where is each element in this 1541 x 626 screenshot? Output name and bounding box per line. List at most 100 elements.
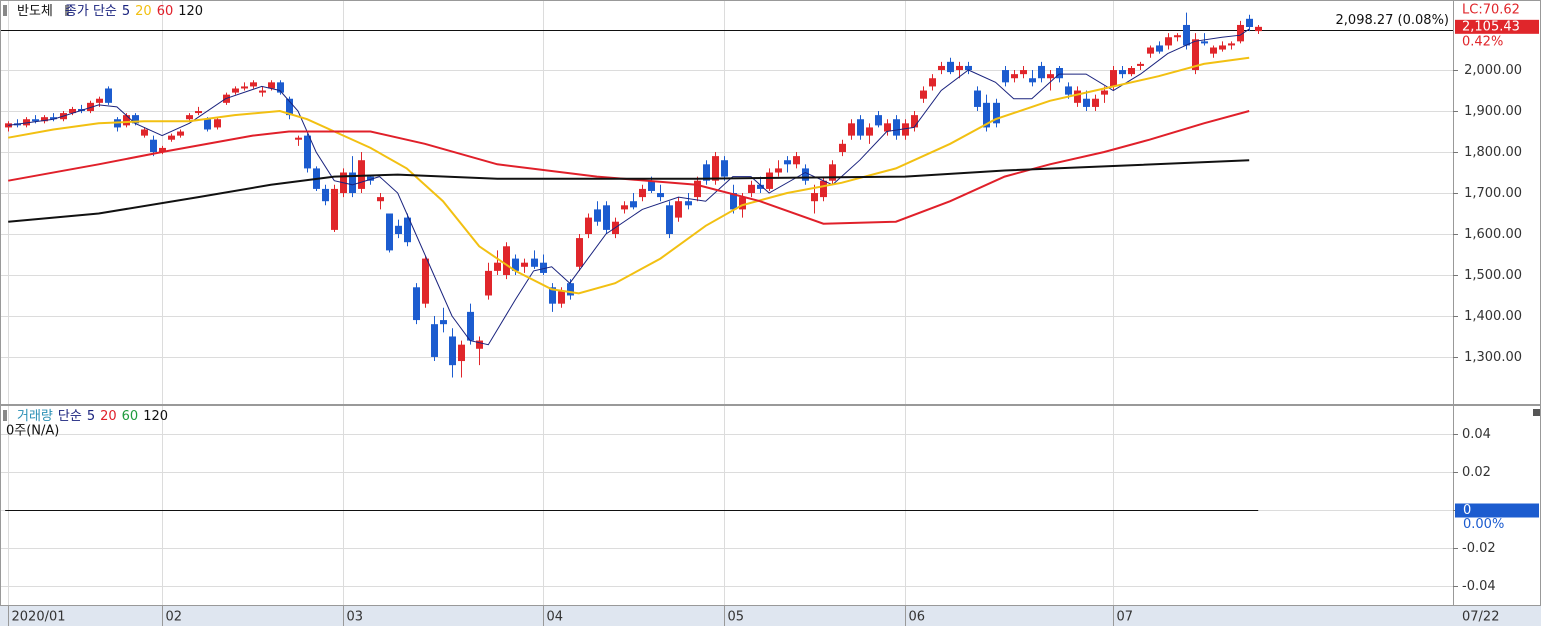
zero-box	[1455, 503, 1539, 518]
change-label: 0.42%	[1462, 34, 1503, 49]
candle-body	[920, 90, 927, 99]
y-tick-label: 1,900.00	[1464, 104, 1522, 119]
candle-body	[1201, 41, 1208, 44]
candle-body	[1219, 45, 1226, 50]
candle-body	[594, 209, 601, 222]
candle-body	[630, 201, 637, 208]
y-tick-label: 1,300.00	[1464, 350, 1522, 365]
candle-body	[694, 180, 701, 198]
y-tick-label: 1,500.00	[1464, 268, 1522, 283]
candle-body	[295, 137, 302, 140]
x-tick-label: 04	[547, 610, 564, 625]
candle-body	[277, 82, 284, 93]
legend: 반도체 종가 단순 5 20 60 120	[17, 4, 203, 19]
candle-body	[947, 61, 954, 73]
candle-body	[23, 119, 30, 126]
candle-body	[648, 180, 655, 191]
candle-body	[132, 115, 139, 124]
candle-body	[621, 205, 628, 210]
candle-body	[857, 119, 864, 136]
candle-body	[657, 193, 664, 198]
candle-body	[893, 119, 900, 136]
candle-body	[168, 135, 175, 140]
candle-body	[123, 115, 130, 126]
candle-body	[449, 336, 456, 366]
candle-body	[386, 213, 393, 251]
last-price-label: 2,105.43	[1462, 19, 1520, 34]
candle-body	[1192, 39, 1199, 71]
candle-body	[540, 262, 547, 273]
y2-tick-label: 0.04	[1462, 427, 1491, 442]
candle-body	[150, 139, 157, 153]
candle-body	[666, 205, 673, 234]
candle-body	[467, 311, 474, 341]
candle-body	[703, 164, 710, 181]
candle-body	[87, 102, 94, 112]
pane-button[interactable]	[1533, 409, 1540, 416]
candle-body	[866, 127, 873, 136]
ma-line	[8, 56, 1250, 295]
candle-body	[639, 188, 646, 198]
candle-body	[1237, 24, 1244, 42]
candle-body	[558, 291, 565, 304]
candle-body	[232, 88, 239, 93]
legend-item: 5	[122, 4, 130, 19]
legend-icon	[65, 5, 69, 16]
candle-body	[1002, 70, 1009, 83]
last-price-box	[1455, 19, 1539, 34]
candle-body	[1065, 86, 1072, 95]
x-tick-label: 07	[1117, 610, 1134, 625]
candle-body	[839, 143, 846, 153]
candle-body	[476, 340, 483, 349]
candle-body	[567, 283, 574, 296]
candle-body	[377, 197, 384, 202]
candle-body	[956, 65, 963, 71]
y2-tick-label: 0.02	[1462, 465, 1491, 480]
candle-body	[811, 193, 818, 202]
candle-body	[757, 184, 764, 189]
candle-body	[884, 123, 891, 132]
legend-item: 120	[178, 4, 203, 19]
candle-body	[1101, 90, 1108, 95]
y-tick-label: 2,000.00	[1464, 63, 1522, 78]
candle-body	[685, 201, 692, 206]
candle-body	[603, 205, 610, 230]
candle-body	[1092, 98, 1099, 107]
candle-body	[186, 115, 193, 120]
candle-body	[1246, 18, 1253, 28]
candle-body	[739, 197, 746, 210]
candle-body	[820, 180, 827, 198]
candle-body	[1165, 37, 1172, 46]
candle-body	[983, 102, 990, 128]
candle-body	[938, 65, 945, 71]
legend-item: 반도체	[17, 4, 53, 19]
legend-item: 거래량	[17, 409, 53, 424]
candle-body	[848, 123, 855, 136]
candle-body	[349, 172, 356, 194]
candle-body	[485, 270, 492, 296]
candle-body	[503, 246, 510, 275]
y2-tick-label: 0	[1463, 503, 1471, 518]
candle-body	[521, 262, 528, 267]
candle-body	[1119, 70, 1126, 75]
candle-body	[793, 156, 800, 165]
candle-body	[766, 172, 773, 189]
x-tick-label: 2020/01	[12, 610, 66, 625]
candle-body	[974, 90, 981, 107]
candle-body	[730, 193, 737, 210]
candle-body	[1156, 45, 1163, 52]
candle-body	[494, 262, 501, 271]
candle-body	[712, 156, 719, 181]
legend-item: 20	[135, 4, 152, 19]
candle-body	[367, 176, 374, 181]
candle-body	[1038, 65, 1045, 79]
candle-body	[875, 115, 882, 126]
y-tick-label: 1,600.00	[1464, 227, 1522, 242]
candle-body	[105, 88, 112, 103]
x-tick-label: 02	[166, 610, 183, 625]
candle-body	[1174, 35, 1181, 38]
candle-body	[159, 147, 166, 153]
candle-body	[69, 108, 76, 114]
candle-body	[41, 117, 48, 122]
